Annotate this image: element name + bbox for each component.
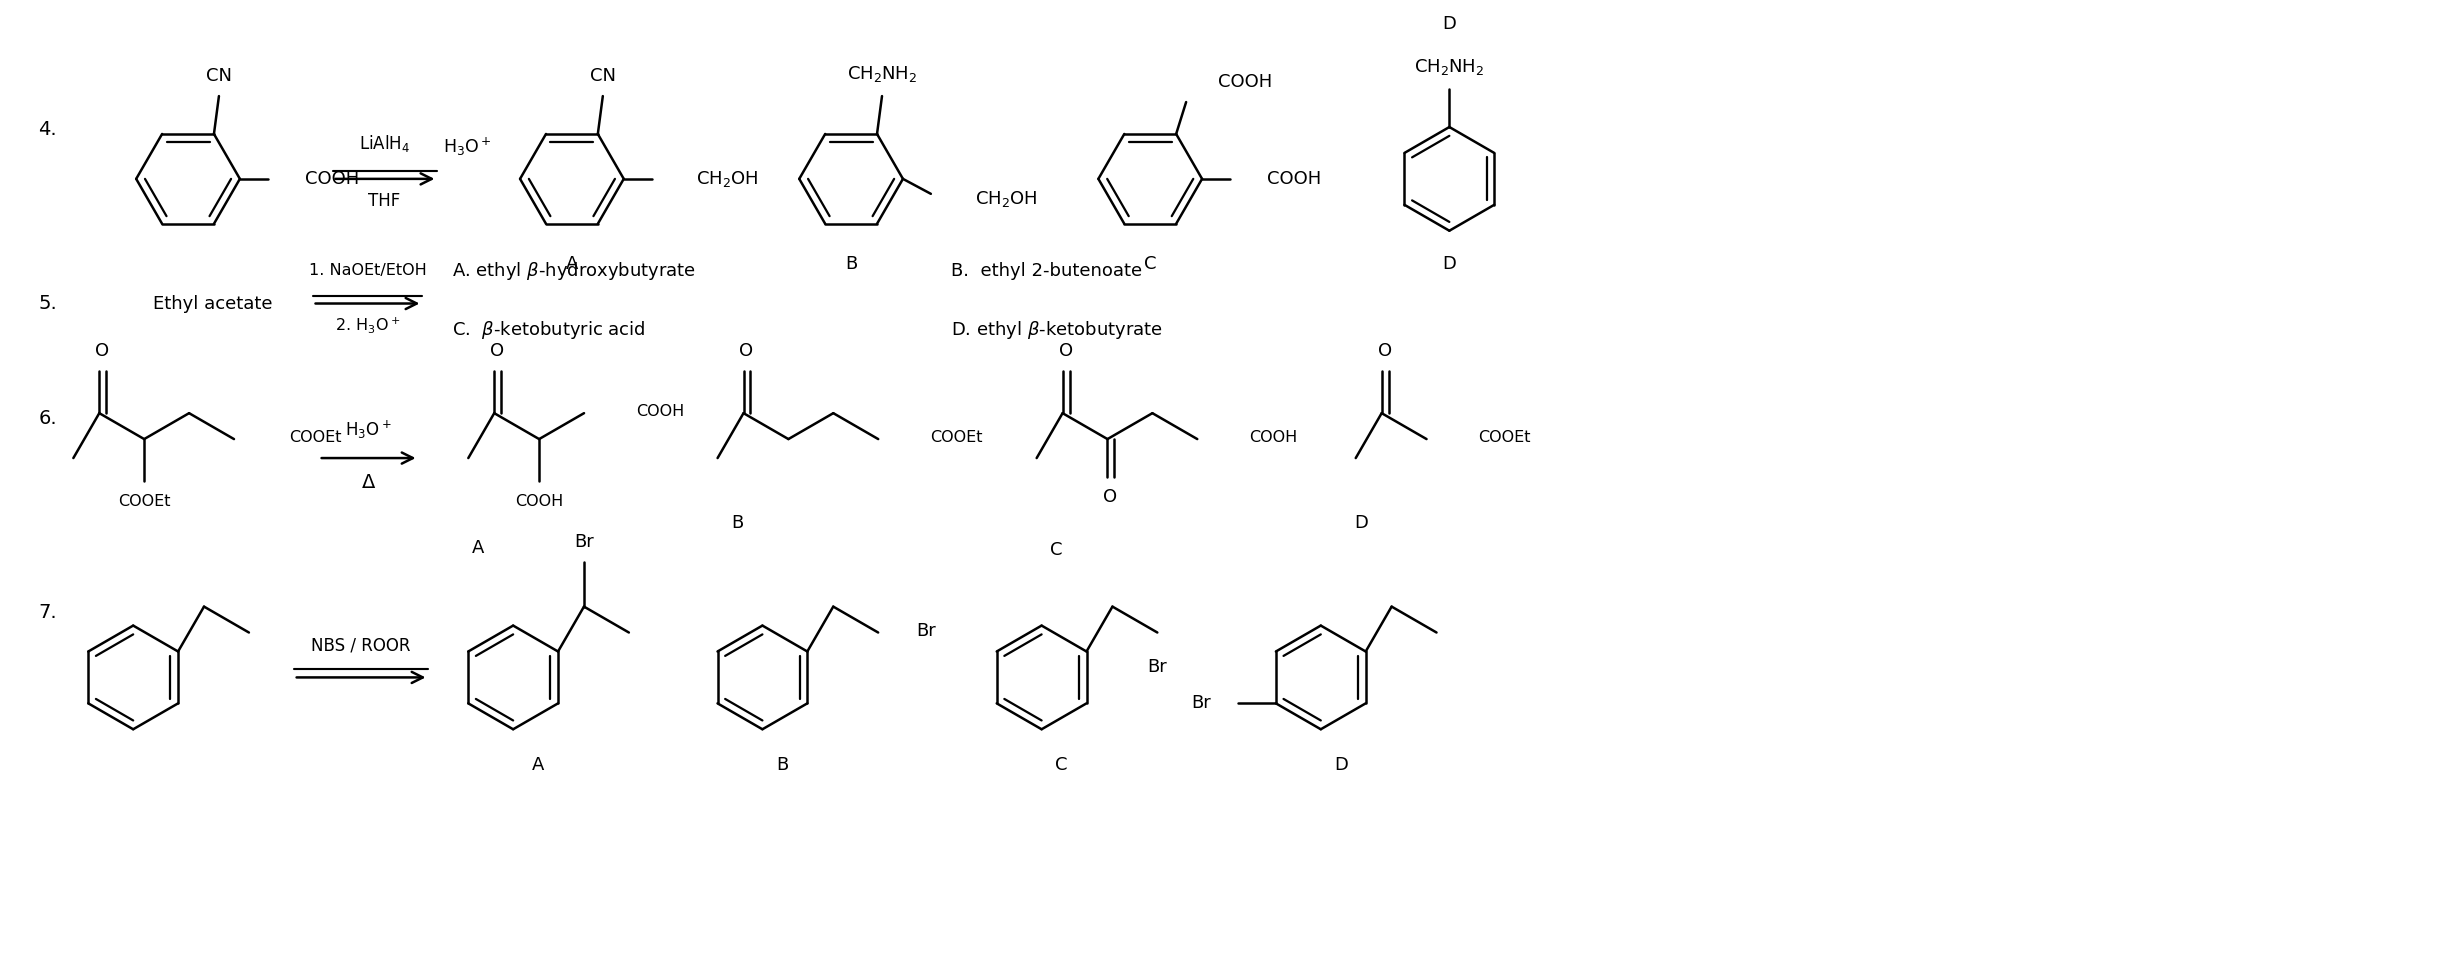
- Text: 5.: 5.: [39, 294, 56, 313]
- Text: O: O: [1103, 488, 1117, 506]
- Text: B: B: [732, 513, 744, 532]
- Text: COOH: COOH: [1250, 429, 1297, 445]
- Text: B: B: [776, 756, 788, 774]
- Text: CH$_2$OH: CH$_2$OH: [975, 189, 1036, 209]
- Text: Ethyl acetate: Ethyl acetate: [152, 294, 273, 312]
- Text: D: D: [1442, 15, 1456, 34]
- Text: COOEt: COOEt: [118, 494, 169, 510]
- Text: COOEt: COOEt: [290, 429, 341, 445]
- Text: 6.: 6.: [39, 409, 56, 427]
- Text: D. ethyl $\beta$-ketobutyrate: D. ethyl $\beta$-ketobutyrate: [950, 319, 1162, 341]
- Text: O: O: [96, 342, 111, 360]
- Text: Br: Br: [1147, 658, 1167, 676]
- Text: O: O: [739, 342, 754, 360]
- Text: Br: Br: [575, 533, 594, 551]
- Text: NBS / ROOR: NBS / ROOR: [312, 636, 410, 654]
- Text: A: A: [472, 538, 484, 557]
- Text: CN: CN: [589, 67, 616, 85]
- Text: B.  ethyl 2-butenoate: B. ethyl 2-butenoate: [950, 262, 1142, 280]
- Text: COOH: COOH: [636, 403, 685, 419]
- Text: C: C: [1051, 541, 1063, 559]
- Text: C: C: [1144, 255, 1157, 273]
- Text: 7.: 7.: [39, 604, 56, 622]
- Text: COOEt: COOEt: [931, 429, 982, 445]
- Text: O: O: [1059, 342, 1073, 360]
- Text: LiAlH$_4$: LiAlH$_4$: [359, 133, 410, 154]
- Text: H$_3$O$^+$: H$_3$O$^+$: [442, 136, 491, 158]
- Text: D: D: [1442, 255, 1456, 273]
- Text: CH$_2$NH$_2$: CH$_2$NH$_2$: [1415, 57, 1483, 78]
- Text: Br: Br: [1191, 695, 1211, 713]
- Text: 2. H$_3$O$^+$: 2. H$_3$O$^+$: [334, 315, 400, 335]
- Text: A. ethyl $\beta$-hydroxybutyrate: A. ethyl $\beta$-hydroxybutyrate: [452, 260, 695, 282]
- Text: 1. NaOEt/EtOH: 1. NaOEt/EtOH: [309, 263, 427, 278]
- Text: Δ: Δ: [361, 473, 376, 492]
- Text: H$_3$O$^+$: H$_3$O$^+$: [346, 419, 393, 442]
- Text: COOH: COOH: [1267, 170, 1321, 188]
- Text: CH$_2$OH: CH$_2$OH: [695, 169, 759, 189]
- Text: THF: THF: [368, 192, 400, 210]
- Text: B: B: [845, 255, 857, 273]
- Text: A: A: [533, 756, 545, 774]
- Text: Br: Br: [916, 622, 936, 640]
- Text: O: O: [1378, 342, 1393, 360]
- Text: CH$_2$NH$_2$: CH$_2$NH$_2$: [847, 64, 916, 84]
- Text: A: A: [565, 255, 577, 273]
- Text: 4.: 4.: [39, 120, 56, 139]
- Text: COOEt: COOEt: [1479, 429, 1530, 445]
- Text: C: C: [1056, 756, 1068, 774]
- Text: O: O: [491, 342, 503, 360]
- Text: CN: CN: [206, 67, 231, 85]
- Text: COOH: COOH: [516, 494, 562, 510]
- Text: D: D: [1334, 756, 1348, 774]
- Text: COOH: COOH: [305, 170, 359, 188]
- Text: COOH: COOH: [1218, 73, 1272, 91]
- Text: C.  $\beta$-ketobutyric acid: C. $\beta$-ketobutyric acid: [452, 319, 646, 341]
- Text: D: D: [1353, 513, 1368, 532]
